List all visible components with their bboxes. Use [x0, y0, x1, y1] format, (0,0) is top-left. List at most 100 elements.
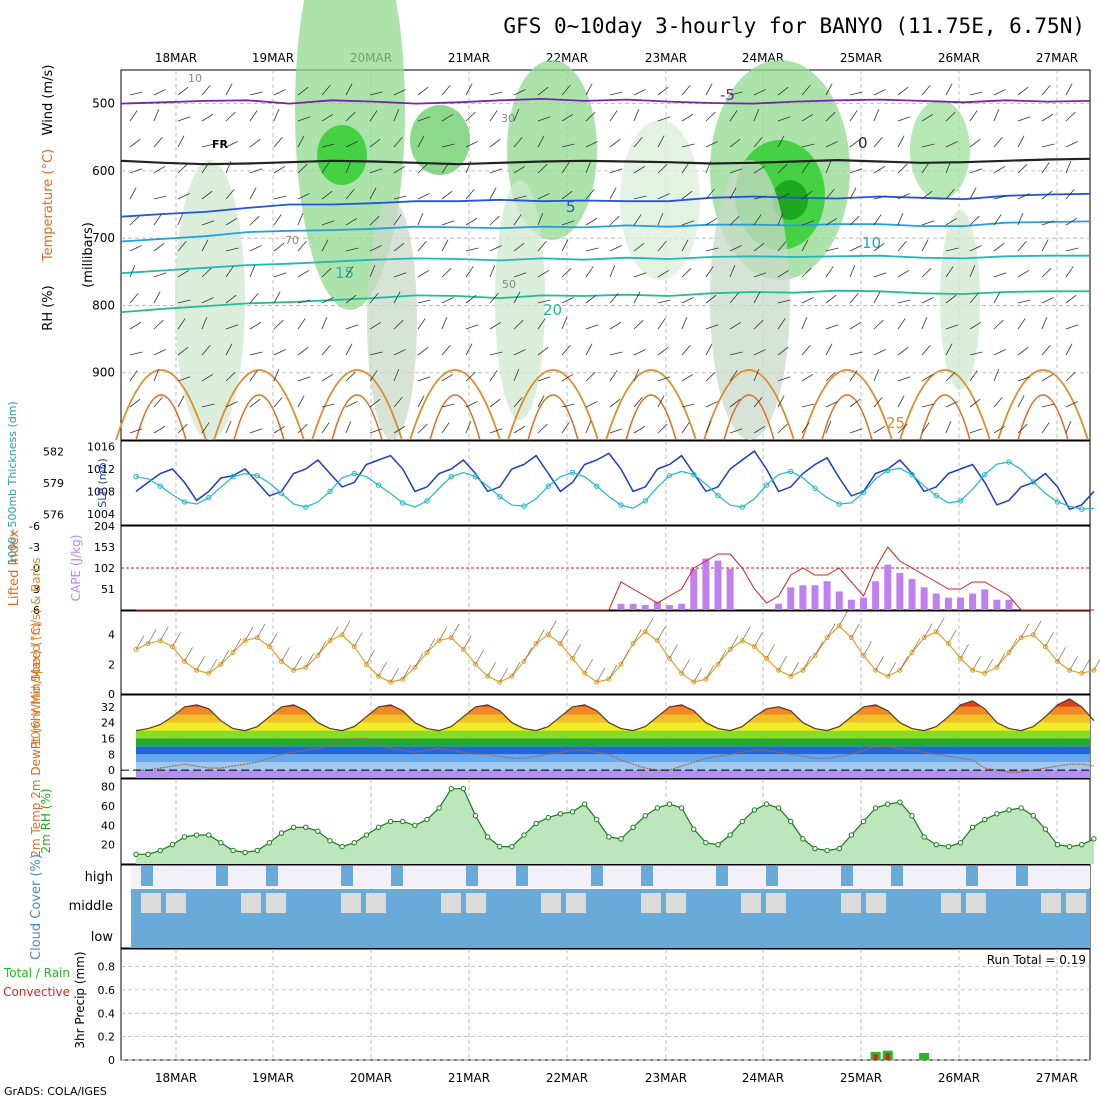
wind-barb	[945, 188, 955, 200]
date-label-top: 26MAR	[938, 51, 980, 65]
wind-barb-10m	[256, 623, 266, 638]
cloud-high-cell	[341, 866, 353, 886]
wind-barb	[489, 428, 503, 434]
wind-barb	[201, 317, 208, 330]
rh-point	[569, 809, 576, 815]
wind-speed-point	[885, 673, 891, 679]
wind-barb-10m	[596, 667, 606, 683]
wind-speed-point	[169, 644, 175, 650]
wind-barb	[945, 217, 958, 226]
wind-speed-point	[606, 676, 612, 682]
cape-tick-label: 51	[101, 583, 115, 596]
wind-barb	[153, 89, 166, 96]
thickness-tick-label: 576	[43, 509, 64, 522]
wind-barb	[585, 324, 599, 330]
date-label-bottom: 25MAR	[840, 1071, 882, 1085]
wind-speed-point	[376, 673, 381, 679]
wind-barb	[153, 396, 163, 408]
wind-barb	[465, 324, 479, 330]
wind-barb	[993, 214, 1002, 226]
wind-barb	[873, 214, 882, 226]
wind-barb	[777, 116, 791, 122]
wind-barb	[1041, 84, 1051, 96]
wind-speed-point	[812, 652, 818, 658]
rh-point	[1042, 826, 1049, 832]
wind-speed-point	[388, 679, 394, 685]
wind-barb	[897, 135, 905, 148]
wind-barb	[705, 161, 712, 174]
wind-barb	[993, 242, 1005, 252]
li-tick-label: 6	[33, 604, 40, 617]
cape-bar	[920, 587, 928, 610]
wind-barb	[609, 398, 621, 408]
wind-speed-point	[630, 641, 636, 647]
wind-speed-point	[727, 647, 733, 653]
cloud-mid-cell	[541, 893, 561, 913]
wind-barb	[945, 371, 956, 382]
thickness-point	[691, 471, 697, 478]
wind-barb	[441, 403, 455, 408]
wind-barb	[561, 239, 569, 252]
wind-barb	[777, 318, 786, 330]
wind-barb-10m	[996, 653, 1006, 668]
wind-barb	[513, 136, 523, 148]
wind-barb	[201, 422, 210, 434]
wind-barb	[129, 428, 143, 434]
rh-point	[218, 840, 224, 846]
wind-barb-10m	[353, 632, 363, 647]
precip-tick-label: 0	[108, 1054, 115, 1067]
wind-barb	[1065, 421, 1072, 434]
wind-barb	[297, 240, 307, 252]
cape-bar	[908, 579, 916, 610]
wind-barb	[393, 165, 406, 174]
wind-barb	[801, 422, 810, 434]
rh-point	[278, 830, 285, 836]
wind-barb	[537, 193, 550, 200]
wind-barb	[657, 318, 666, 330]
wind-barb	[609, 351, 623, 356]
wind-barb	[369, 91, 383, 96]
wind-barb	[561, 373, 574, 382]
wind-barb	[969, 215, 980, 226]
wind-barb	[129, 187, 137, 200]
cloud-high-cell	[716, 866, 728, 886]
wind-barb-10m	[584, 659, 593, 674]
thickness-point	[133, 474, 139, 480]
wind-barb	[609, 91, 623, 96]
temp-band	[136, 738, 1090, 747]
cape-bar	[641, 605, 649, 610]
wind-barb	[345, 141, 358, 148]
wind-barb-10m	[875, 656, 884, 671]
wind-barb	[393, 195, 407, 200]
wind-barb	[393, 109, 400, 122]
cape-bar	[1005, 599, 1013, 610]
rh-point	[788, 818, 794, 825]
wind-barb-10m	[681, 659, 690, 674]
precip-tick-label: 0.8	[98, 961, 116, 974]
contour-label: 30	[501, 112, 515, 125]
wind-barb-10m	[984, 659, 994, 674]
wind-barb	[657, 346, 669, 356]
cape-bar	[629, 603, 637, 610]
wind-barb	[441, 190, 453, 200]
wind-barb	[225, 371, 236, 382]
wind-barb	[537, 135, 545, 148]
wind-barb	[441, 239, 449, 252]
wind-barb	[417, 193, 430, 200]
wind-barb	[729, 428, 743, 434]
rh-point	[1030, 813, 1036, 819]
temp-contour-25	[605, 369, 697, 441]
wind-barb	[537, 376, 551, 382]
wind-barb	[969, 265, 976, 278]
wind-barb	[921, 267, 932, 278]
wind-barb	[489, 321, 502, 330]
rh-point	[509, 843, 515, 850]
wind-barb	[561, 143, 575, 148]
wind-barb	[1017, 318, 1026, 330]
wind-barb	[609, 370, 618, 382]
thickness-point	[424, 498, 430, 504]
wind-barb	[177, 376, 191, 382]
wind-barb	[345, 294, 357, 304]
wind-barb	[249, 245, 262, 252]
wind-barb	[177, 299, 191, 304]
